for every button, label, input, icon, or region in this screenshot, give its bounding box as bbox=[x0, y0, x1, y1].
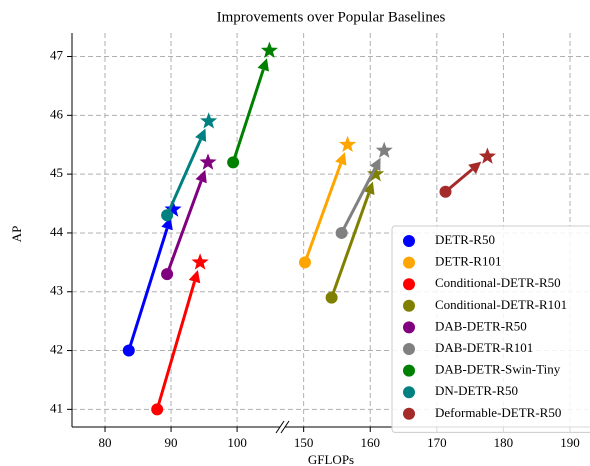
point-end bbox=[367, 165, 385, 182]
x-axis-label: GFLOPs bbox=[308, 452, 354, 466]
legend-label: DAB-DETR-Swin-Tiny bbox=[435, 362, 561, 377]
point-end bbox=[200, 112, 218, 129]
point-start bbox=[161, 209, 174, 222]
axis-break bbox=[280, 420, 290, 434]
x-tick-label: 100 bbox=[227, 435, 247, 450]
legend-label: Conditional-DETR-R50 bbox=[435, 275, 561, 290]
legend-marker bbox=[403, 407, 415, 420]
arrow-shaft bbox=[231, 69, 265, 163]
legend-label: Conditional-DETR-R101 bbox=[435, 297, 567, 312]
y-tick-label: 42 bbox=[50, 342, 63, 357]
legend-label: DETR-R50 bbox=[435, 232, 495, 247]
arrow-head bbox=[195, 169, 207, 184]
arrow-shaft bbox=[340, 167, 377, 234]
arrow-head bbox=[468, 161, 482, 174]
legend-box bbox=[391, 225, 590, 433]
y-tick-label: 47 bbox=[50, 48, 64, 63]
arrow-shaft bbox=[165, 180, 203, 275]
x-tick-label: 80 bbox=[99, 435, 112, 450]
x-tick-label: 160 bbox=[360, 435, 380, 450]
arrow-head bbox=[369, 157, 381, 172]
arrow-head bbox=[363, 181, 375, 195]
point-start bbox=[151, 403, 164, 416]
legend-marker bbox=[403, 321, 415, 334]
legend-label: Deformable-DETR-R50 bbox=[435, 405, 561, 420]
x-tick-label: 150 bbox=[294, 435, 314, 450]
point-end bbox=[199, 153, 217, 170]
y-tick-label: 44 bbox=[50, 224, 64, 239]
point-end bbox=[164, 200, 182, 217]
legend-label: DAB-DETR-R50 bbox=[435, 318, 527, 333]
y-axis-label: AP bbox=[9, 226, 24, 243]
arrow-shaft bbox=[330, 192, 371, 299]
legend-marker bbox=[403, 299, 415, 312]
arrow-shaft bbox=[127, 228, 169, 352]
legend-marker bbox=[403, 256, 415, 269]
axis-break bbox=[275, 420, 285, 434]
point-start bbox=[325, 291, 338, 304]
legend-marker bbox=[403, 364, 415, 377]
point-end bbox=[339, 135, 357, 152]
chart-title: Improvements over Popular Baselines bbox=[217, 9, 446, 25]
point-start bbox=[298, 256, 311, 269]
y-tick-label: 41 bbox=[50, 400, 63, 415]
legend: DETR-R50 DETR-R101 Conditional-DETR-R50 Con… bbox=[391, 225, 590, 433]
legend-label: DN-DETR-R50 bbox=[435, 383, 518, 398]
arrow-head bbox=[257, 58, 269, 72]
legend-marker bbox=[403, 343, 415, 355]
point-end bbox=[260, 41, 278, 58]
x-tick-label: 180 bbox=[494, 435, 514, 450]
legend-label: DAB-DETR-R101 bbox=[435, 340, 533, 355]
x-tick-label: 170 bbox=[427, 435, 447, 450]
arrow-head bbox=[188, 270, 201, 284]
y-tick-label: 46 bbox=[50, 106, 64, 121]
legend-marker bbox=[403, 278, 415, 291]
legend-label: DETR-R101 bbox=[435, 254, 501, 269]
point-start bbox=[122, 344, 135, 357]
x-tick-label: 90 bbox=[165, 435, 178, 450]
point-end bbox=[375, 141, 393, 158]
arrow-shaft bbox=[165, 138, 202, 216]
x-tick-label: 190 bbox=[560, 435, 580, 450]
y-tick-label: 45 bbox=[50, 165, 63, 180]
legend-marker bbox=[403, 235, 415, 247]
arrow-head bbox=[335, 152, 347, 166]
arrow-shaft bbox=[155, 281, 196, 410]
point-start bbox=[227, 156, 240, 169]
arrow-shaft bbox=[303, 163, 343, 263]
point-start bbox=[335, 226, 348, 239]
legend-marker bbox=[403, 386, 415, 399]
point-end bbox=[191, 253, 209, 270]
arrow-head bbox=[195, 128, 207, 142]
point-end bbox=[478, 147, 496, 164]
y-tick-label: 43 bbox=[50, 283, 63, 298]
point-start bbox=[161, 268, 174, 281]
point-start bbox=[439, 185, 452, 198]
